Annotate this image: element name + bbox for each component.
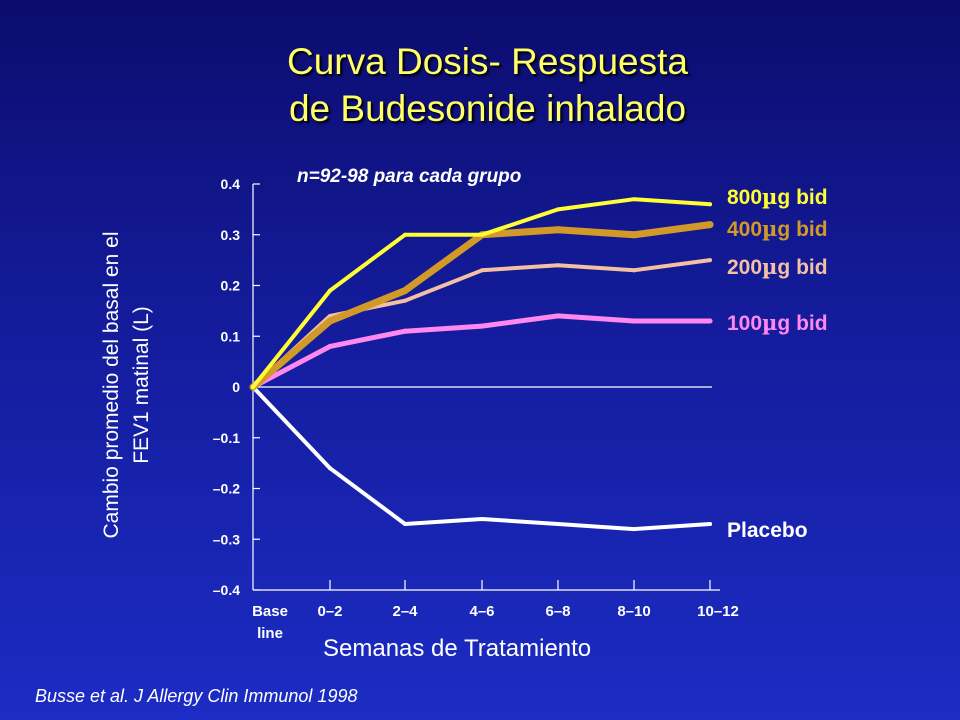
series-line bbox=[251, 197, 712, 389]
data-point bbox=[631, 318, 637, 324]
chart-axes: 0.4 0.3 0.2 0.1 0 –0.1 –0.2 –0.3 –0.4 Base line 0–2… bbox=[100, 176, 739, 662]
y-tick-label: 0 bbox=[232, 379, 240, 395]
data-point bbox=[403, 232, 407, 237]
sample-size-note: n=92-98 para cada grupo bbox=[297, 166, 521, 187]
series-label: 200µg bid bbox=[727, 254, 828, 279]
y-axis-title-line: FEV1 matinal (L) bbox=[130, 306, 153, 464]
y-tick-label: 0.4 bbox=[221, 176, 241, 192]
series-line bbox=[249, 221, 714, 391]
series-line bbox=[251, 385, 712, 532]
series-label-mu: µ bbox=[762, 216, 777, 241]
data-point bbox=[632, 268, 636, 273]
data-point bbox=[480, 232, 484, 237]
series-label: 800µg bid bbox=[727, 184, 828, 209]
data-point bbox=[708, 202, 712, 207]
slide-title: Curva Dosis- Respuesta de Budesonide inh… bbox=[0, 38, 960, 132]
x-tick-label: 4–6 bbox=[469, 603, 494, 620]
data-point bbox=[403, 522, 407, 527]
y-axis-title-line: Cambio promedio del basal en el bbox=[100, 231, 123, 538]
series-label: Placebo bbox=[727, 519, 808, 542]
y-tick-label: –0.3 bbox=[213, 531, 240, 547]
series-label: 400µg bid bbox=[727, 216, 828, 241]
series-label: 100µg bid bbox=[727, 310, 828, 335]
data-point bbox=[327, 343, 333, 349]
y-tick-label: –0.4 bbox=[213, 582, 240, 598]
x-tick-label: 8–10 bbox=[617, 603, 650, 620]
y-tick-label: 0.2 bbox=[221, 278, 241, 294]
title-line-2: de Budesonide inhalado bbox=[288, 88, 687, 129]
data-point bbox=[707, 318, 713, 324]
series-label-number: 400 bbox=[727, 218, 762, 241]
x-tick-label: 10–12 bbox=[697, 603, 739, 620]
data-point bbox=[556, 522, 560, 527]
data-point bbox=[328, 288, 332, 293]
data-point bbox=[632, 197, 636, 202]
series-label-number: 200 bbox=[727, 256, 762, 279]
y-tick-label: 0.3 bbox=[221, 227, 241, 243]
x-tick-label: 6–8 bbox=[545, 603, 570, 620]
data-point bbox=[401, 287, 409, 295]
series-label-unit: g bid bbox=[777, 186, 827, 209]
data-point bbox=[555, 313, 561, 319]
series-label-mu: µ bbox=[762, 310, 777, 335]
data-point bbox=[479, 323, 485, 329]
data-point bbox=[556, 207, 560, 212]
data-point bbox=[708, 258, 712, 263]
data-point bbox=[554, 226, 562, 234]
x-tick-label: Base bbox=[252, 603, 288, 620]
data-point bbox=[402, 328, 408, 334]
data-point bbox=[480, 268, 484, 273]
data-point bbox=[632, 527, 636, 532]
citation: Busse et al. J Allergy Clin Immunol 1998 bbox=[35, 686, 358, 706]
series-label-unit: g bid bbox=[777, 312, 827, 335]
series-label-number: 100 bbox=[727, 312, 762, 335]
data-point bbox=[480, 516, 484, 521]
series-label-number: Placebo bbox=[727, 519, 808, 542]
data-point bbox=[403, 298, 407, 303]
series-label-unit: g bid bbox=[777, 218, 827, 241]
series-label-mu: µ bbox=[762, 184, 777, 209]
data-point bbox=[326, 317, 334, 325]
x-tick-label: 0–2 bbox=[317, 603, 342, 620]
y-tick-label: –0.1 bbox=[213, 430, 240, 446]
data-point bbox=[328, 466, 332, 471]
y-tick-label: –0.2 bbox=[213, 481, 240, 497]
data-point bbox=[708, 522, 712, 527]
series-label-number: 800 bbox=[727, 186, 762, 209]
data-point bbox=[706, 221, 714, 229]
title-line-1: Curva Dosis- Respuesta bbox=[287, 41, 688, 82]
x-tick-label: 2–4 bbox=[392, 603, 418, 620]
series-line bbox=[251, 258, 712, 389]
data-point bbox=[630, 231, 638, 239]
x-axis-title: Semanas de Tratamiento bbox=[323, 635, 591, 662]
chart-series bbox=[249, 197, 714, 532]
data-point bbox=[251, 385, 255, 389]
x-tick-label: line bbox=[257, 625, 283, 642]
y-tick-label: 0.1 bbox=[221, 328, 241, 344]
series-label-mu: µ bbox=[762, 254, 777, 279]
series-label-unit: g bid bbox=[777, 256, 827, 279]
data-point bbox=[556, 263, 560, 268]
